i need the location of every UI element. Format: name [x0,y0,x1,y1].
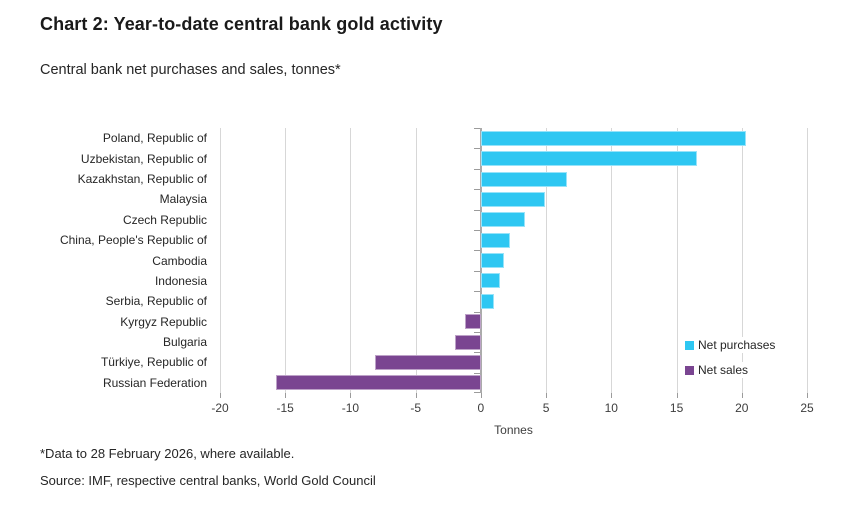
chart-subtitle: Central bank net purchases and sales, to… [40,62,341,78]
category-label: Czech Republic [122,212,207,227]
chart-bar [465,314,481,330]
gridline [807,128,808,393]
chart-bar [480,191,545,207]
x-axis-tick-mark [350,393,352,398]
plot-area [220,128,808,393]
category-label: Bulgaria [162,335,207,350]
gridline [611,128,613,393]
y-axis-tick-mark [473,189,480,191]
chart-bar [375,354,481,370]
category-label: Uzbekistan, Republic of [80,151,207,166]
legend-label: Net sales [698,363,749,377]
category-label: Kazakhstan, Republic of [77,171,207,186]
y-axis-tick-mark [473,250,480,252]
chart-bar [480,171,567,187]
x-tick-label: 0 [477,401,485,415]
legend-item-net-purchases: Net purchases [683,337,778,353]
gridline [285,128,287,393]
y-axis-tick-mark [473,331,480,333]
net-purchases-swatch-icon [685,340,694,350]
y-axis-tick-mark [473,229,480,231]
x-tick-label: -5 [410,401,422,415]
x-tick-label: 20 [735,401,749,415]
y-axis-tick-mark [473,291,480,293]
x-axis-tick-mark [741,393,743,398]
chart-bar [480,212,526,228]
category-label: Indonesia [154,273,207,288]
legend: Net purchases Net sales [683,337,778,387]
gridline [415,128,417,393]
x-axis-tick-mark [220,393,221,398]
x-axis-tick-mark [285,393,287,398]
gridline [220,128,221,393]
chart-title: Chart 2: Year-to-date central bank gold … [40,14,443,34]
gridline [676,128,678,393]
chart-bar [480,130,746,146]
chart-bar [276,375,481,391]
y-axis-tick-mark [473,209,480,211]
gridline [546,128,548,393]
category-label: Cambodia [152,253,207,268]
y-axis-tick-mark [473,352,480,354]
y-axis-tick-mark [473,392,480,393]
x-axis: Tonnes -20 -15 -10 -5 0 5 10 15 20 25 [211,393,814,438]
x-axis-tick-mark [546,393,548,398]
net-sales-swatch-icon [685,365,694,375]
x-axis-title: Tonnes [494,423,533,437]
category-label: Russian Federation [102,375,207,390]
x-tick-label: 10 [604,401,618,415]
gridline [350,128,352,393]
y-axis-tick-mark [473,148,480,150]
category-label: Kyrgyz Republic [120,314,207,329]
category-label: Serbia, Republic of [105,294,207,309]
x-axis-tick-mark [611,393,613,398]
x-axis-tick-mark [807,393,808,398]
gridline [741,128,743,393]
x-tick-label: -20 [211,401,229,415]
chart-bar [480,273,501,289]
legend-label: Net purchases [698,338,776,352]
chart-bar [480,232,510,248]
y-axis-tick-mark [473,270,480,272]
chart-bar [454,334,481,350]
source-line: Source: IMF, respective central banks, W… [40,473,376,488]
chart-bar [480,151,698,167]
category-axis-labels: Poland, Republic of Uzbekistan, Republic … [30,128,207,393]
x-tick-label: 5 [542,401,550,415]
x-tick-label: 15 [669,401,684,415]
x-axis-tick-mark [676,393,678,398]
footnote: *Data to 28 February 2026, where availab… [40,446,295,461]
chart-bar [480,293,494,309]
y-axis-tick-mark [473,128,480,129]
x-tick-label: -15 [276,401,294,415]
y-axis-tick-mark [473,372,480,374]
x-tick-label: -10 [341,401,360,415]
category-label: Malaysia [159,192,207,207]
category-label: Türkiye, Republic of [100,355,207,370]
category-label: China, People's Republic of [59,233,207,248]
y-axis-tick-mark [473,168,480,170]
x-axis-tick-mark [480,393,482,398]
x-axis-tick-mark [415,393,417,398]
chart-bar [480,253,505,268]
legend-item-net-sales: Net sales [683,362,778,378]
category-label: Poland, Republic of [102,131,207,146]
x-tick-label: 25 [800,401,814,415]
y-axis-tick-mark [473,311,480,313]
